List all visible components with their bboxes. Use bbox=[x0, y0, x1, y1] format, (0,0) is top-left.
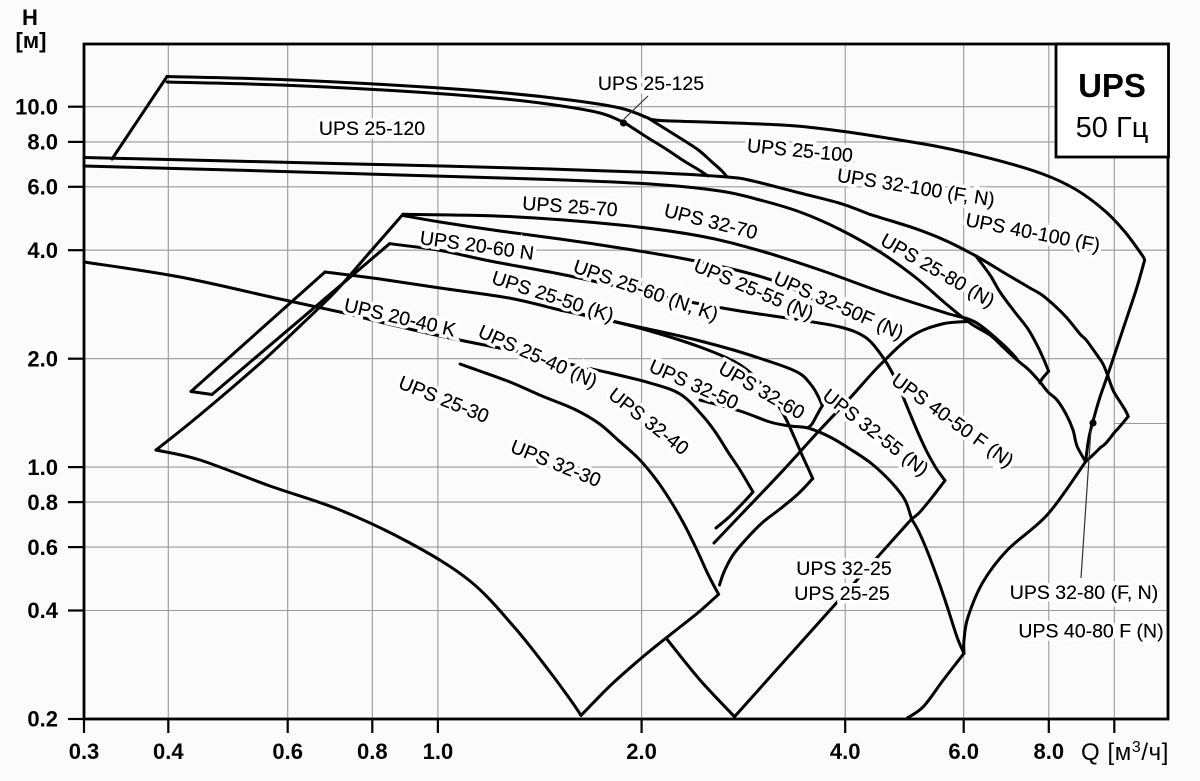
svg-text:UPS 32-80 (F, N): UPS 32-80 (F, N) bbox=[1010, 582, 1158, 604]
svg-text:8.0: 8.0 bbox=[1034, 739, 1065, 764]
svg-text:0.4: 0.4 bbox=[27, 598, 58, 623]
svg-text:10.0: 10.0 bbox=[15, 94, 58, 119]
svg-text:UPS 32-80 (F, N): UPS 32-80 (F, N) bbox=[1010, 582, 1158, 604]
svg-text:UPS 40-80 F (N): UPS 40-80 F (N) bbox=[1018, 621, 1163, 643]
svg-text:0.4: 0.4 bbox=[153, 739, 184, 764]
svg-text:UPS 25-120: UPS 25-120 bbox=[319, 118, 425, 140]
svg-text:UPS 25-25: UPS 25-25 bbox=[794, 583, 890, 605]
svg-text:Q [м3/ч]: Q [м3/ч] bbox=[1081, 739, 1169, 766]
svg-text:UPS 32-25: UPS 32-25 bbox=[796, 558, 892, 580]
svg-text:6.0: 6.0 bbox=[948, 739, 979, 764]
svg-text:6.0: 6.0 bbox=[27, 175, 58, 200]
svg-text:H: H bbox=[22, 5, 38, 30]
svg-text:UPS 25-120: UPS 25-120 bbox=[319, 118, 425, 140]
svg-text:[м]: [м] bbox=[16, 28, 47, 53]
svg-text:UPS: UPS bbox=[1078, 67, 1146, 104]
svg-text:8.0: 8.0 bbox=[27, 130, 58, 155]
svg-text:50 Гц: 50 Гц bbox=[1076, 112, 1149, 144]
svg-text:4.0: 4.0 bbox=[27, 238, 58, 263]
svg-text:2.0: 2.0 bbox=[626, 739, 657, 764]
svg-text:0.8: 0.8 bbox=[357, 739, 388, 764]
svg-text:2.0: 2.0 bbox=[27, 346, 58, 371]
svg-text:UPS 25-125: UPS 25-125 bbox=[598, 73, 704, 95]
svg-text:0.2: 0.2 bbox=[27, 707, 58, 732]
svg-text:0.6: 0.6 bbox=[27, 535, 58, 560]
svg-text:0.6: 0.6 bbox=[272, 739, 303, 764]
svg-text:1.0: 1.0 bbox=[27, 455, 58, 480]
svg-text:UPS 25-125: UPS 25-125 bbox=[598, 73, 704, 95]
svg-text:0.8: 0.8 bbox=[27, 490, 58, 515]
svg-text:UPS 40-80 F (N): UPS 40-80 F (N) bbox=[1018, 621, 1163, 643]
svg-text:1.0: 1.0 bbox=[423, 739, 454, 764]
svg-text:UPS 25-70: UPS 25-70 bbox=[522, 193, 619, 222]
svg-text:UPS 25-25: UPS 25-25 bbox=[794, 583, 890, 605]
svg-text:0.3: 0.3 bbox=[69, 739, 100, 764]
svg-text:4.0: 4.0 bbox=[830, 739, 861, 764]
svg-text:UPS 32-25: UPS 32-25 bbox=[796, 558, 892, 580]
